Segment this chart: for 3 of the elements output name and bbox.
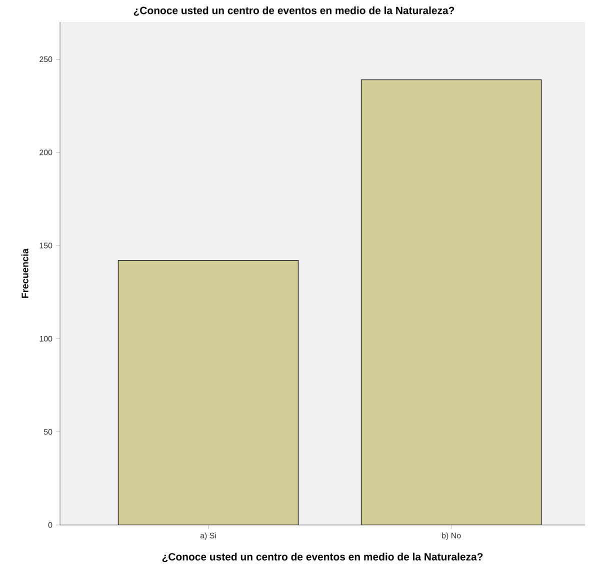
chart-title: ¿Conoce usted un centro de eventos en medio de la Naturaleza? bbox=[134, 6, 454, 16]
y-axis-title: Frecuencia bbox=[21, 248, 28, 298]
x-axis-title: ¿Conoce usted un centro de eventos en medio de la Naturaleza? bbox=[162, 552, 483, 562]
